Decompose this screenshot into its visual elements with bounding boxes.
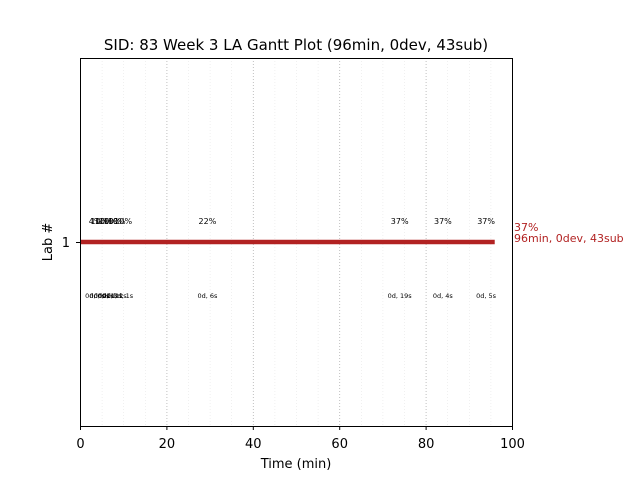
segment-percent-label: 37% (477, 217, 495, 226)
segment-percent-label: 10% (114, 217, 132, 226)
segment-percent-label: 10% (104, 217, 122, 226)
y-axis: 1 (62, 236, 80, 251)
segment-percent-label: 10% (95, 217, 113, 226)
x-tick-label: 80 (418, 437, 435, 452)
segment-info-label: 0d, 1s (94, 292, 115, 300)
x-tick-label: 40 (245, 437, 262, 452)
x-tick-label: 0 (76, 437, 84, 452)
segment-percent-label: 10% (108, 217, 126, 226)
segment-percent-label: 4% (89, 217, 102, 226)
segment-percent-label: 10% (99, 217, 117, 226)
segment-info-label: 0d, 1s (98, 292, 119, 300)
segment-info-label: 0d, 4s (433, 292, 454, 300)
bar-end-percent: 37% (514, 221, 538, 234)
segment-info-label: 0d, 2s (107, 292, 128, 300)
segment-percent-label: 37% (391, 217, 409, 226)
x-axis: 0 20 40 60 80 100 (76, 426, 525, 452)
segment-info-label: 0d, 1s (113, 292, 134, 300)
segment-percent-label: 22% (199, 217, 217, 226)
y-axis-label: Lab # (41, 223, 56, 262)
bar-end-summary: 96min, 0dev, 43sub (514, 232, 624, 245)
segment-info-label: 0d, 0s (89, 292, 110, 300)
bar-end-label: 37% 96min, 0dev, 43sub (514, 221, 624, 245)
y-tick-label: 1 (62, 236, 70, 251)
segment-info-label: 0d, 19s (388, 292, 413, 300)
segment-percent-label: 10% (91, 217, 109, 226)
x-axis-label: Time (min) (260, 457, 332, 472)
segment-percent-label: 37% (434, 217, 452, 226)
segment-info-label: 0d, 5s (476, 292, 497, 300)
x-tick-label: 20 (159, 437, 176, 452)
segment-info-label: 0d, 0s (85, 292, 106, 300)
x-tick-label: 100 (500, 437, 525, 452)
segment-info-label: 0d, 6s (197, 292, 218, 300)
plot-area-frame (80, 58, 513, 427)
annotation-layer: 4% 0d, 0s 10% 0d, 0s 10% 0d, 1s 10% 0d, 1s 10% 0d… (85, 217, 496, 300)
segment-info-label: 0d, 2s (102, 292, 123, 300)
x-tick-label: 60 (331, 437, 348, 452)
chart-title: SID: 83 Week 3 LA Gantt Plot (96min, 0de… (104, 36, 488, 54)
